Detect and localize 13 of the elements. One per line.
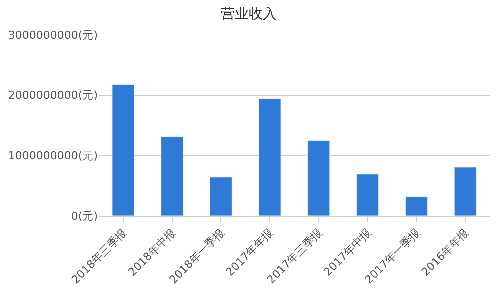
bar [258,98,282,216]
chart-title: 营业收入 [221,6,277,23]
y-tick-label: 2000000000(元) [8,89,98,102]
bar [454,167,477,216]
bar [161,136,184,216]
y-tick-label: 3000000000(元) [8,28,98,42]
bar [308,140,330,216]
bar [356,174,380,216]
y-tick-label: 1000000000(元) [8,150,98,163]
bar [405,196,428,216]
y-tick-label: 0(元) [71,210,98,223]
bar [112,84,135,216]
bar [210,177,232,216]
